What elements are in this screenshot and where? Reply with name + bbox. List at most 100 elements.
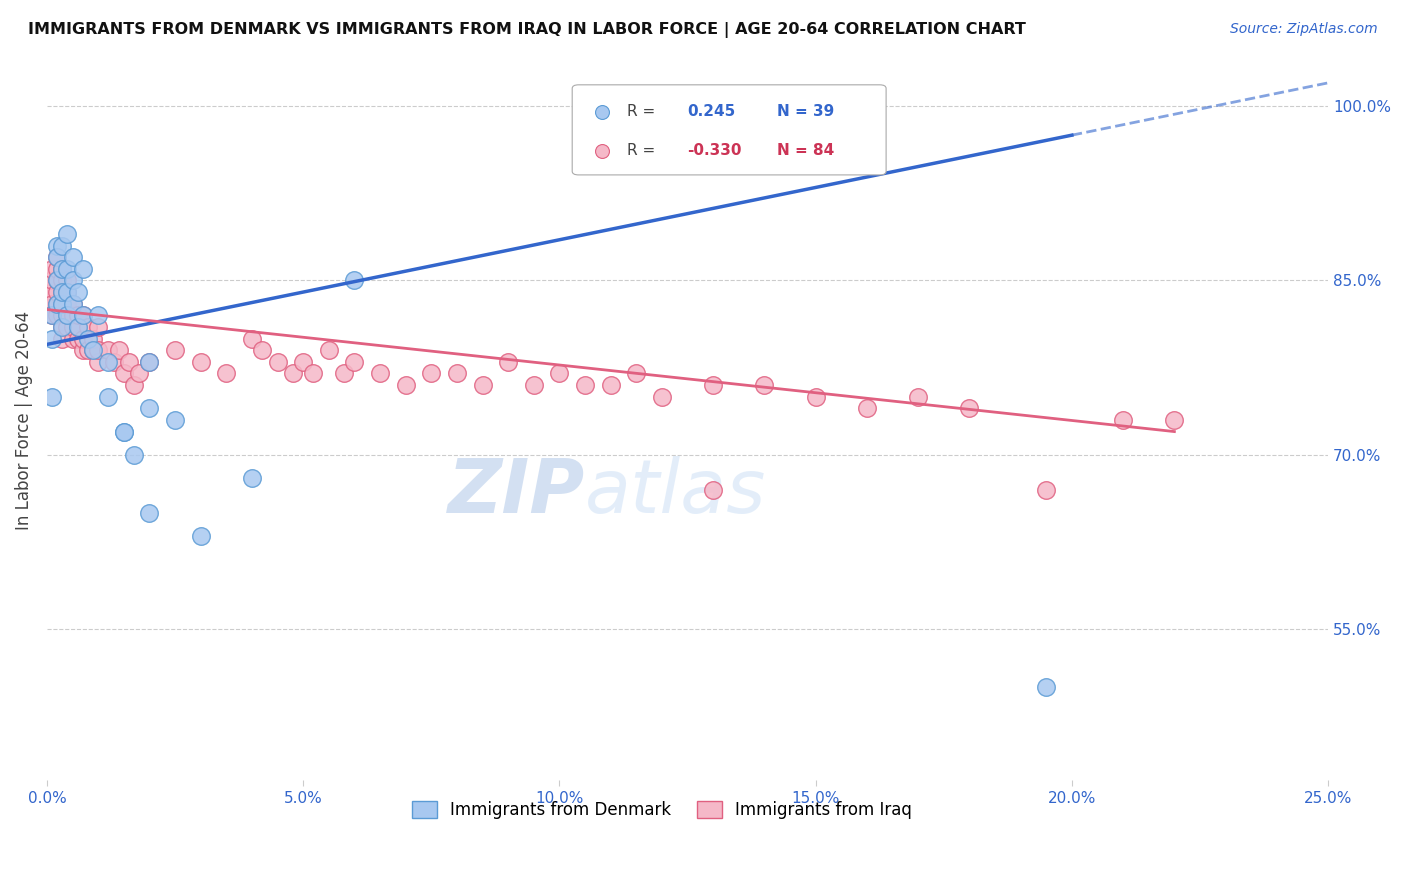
Point [72, 343, 94, 358]
Point [112, 425, 135, 439]
Legend: Immigrants from Denmark, Immigrants from Iraq: Immigrants from Denmark, Immigrants from… [405, 795, 918, 826]
Point [46, 250, 69, 264]
Point [66, 309, 89, 323]
Point [56, 261, 79, 276]
Point [318, 343, 340, 358]
Point [51, 320, 73, 334]
Point [41, 309, 63, 323]
Point [1163, 413, 1185, 427]
Point [56, 320, 79, 334]
Point [343, 273, 366, 287]
Point [72, 261, 94, 276]
Point [856, 401, 879, 416]
Point [1035, 681, 1057, 695]
Point [548, 367, 571, 381]
Point [138, 355, 160, 369]
Point [163, 343, 186, 358]
Point [266, 355, 288, 369]
Point [41, 273, 63, 287]
Point [138, 355, 160, 369]
Point [51, 261, 73, 276]
Point [343, 355, 366, 369]
Point [46, 309, 69, 323]
Point [46, 285, 69, 299]
Point [46, 238, 69, 252]
Point [46, 250, 69, 264]
Point [82, 332, 104, 346]
Point [72, 332, 94, 346]
Point [41, 296, 63, 310]
Point [56, 309, 79, 323]
Point [1035, 483, 1057, 497]
Point [62, 332, 84, 346]
Point [420, 367, 443, 381]
Point [97, 355, 120, 369]
Point [292, 355, 315, 369]
Point [250, 343, 273, 358]
Text: N = 84: N = 84 [778, 143, 834, 158]
Point [66, 320, 89, 334]
Point [77, 332, 100, 346]
Point [702, 483, 724, 497]
Point [51, 285, 73, 299]
Text: N = 39: N = 39 [778, 104, 834, 120]
Point [46, 296, 69, 310]
Point [51, 320, 73, 334]
Point [471, 378, 494, 392]
Point [190, 355, 212, 369]
Point [72, 309, 94, 323]
Point [804, 390, 827, 404]
Text: atlas: atlas [585, 456, 766, 528]
Point [41, 285, 63, 299]
Point [446, 367, 468, 381]
Point [66, 285, 89, 299]
Point [626, 367, 648, 381]
Point [46, 273, 69, 287]
Y-axis label: In Labor Force | Age 20-64: In Labor Force | Age 20-64 [15, 310, 32, 530]
Point [62, 320, 84, 334]
Text: Source: ZipAtlas.com: Source: ZipAtlas.com [1230, 22, 1378, 37]
Point [51, 285, 73, 299]
Point [51, 296, 73, 310]
Point [82, 343, 104, 358]
Point [56, 285, 79, 299]
Text: 0.245: 0.245 [688, 104, 735, 120]
Point [122, 378, 145, 392]
Point [62, 296, 84, 310]
FancyBboxPatch shape [572, 85, 886, 175]
Point [281, 367, 304, 381]
Point [41, 332, 63, 346]
Point [77, 320, 100, 334]
Point [128, 367, 150, 381]
Point [138, 401, 160, 416]
Point [122, 448, 145, 462]
Point [97, 343, 120, 358]
Text: R =: R = [627, 143, 661, 158]
Point [215, 367, 238, 381]
Point [957, 401, 980, 416]
Point [87, 320, 110, 334]
Point [51, 296, 73, 310]
Point [51, 309, 73, 323]
Point [41, 390, 63, 404]
Point [51, 273, 73, 287]
Point [56, 227, 79, 241]
Point [118, 355, 141, 369]
Point [112, 367, 135, 381]
Point [302, 367, 325, 381]
Point [395, 378, 418, 392]
Point [107, 343, 129, 358]
Point [46, 296, 69, 310]
Point [62, 250, 84, 264]
Point [163, 413, 186, 427]
Point [56, 296, 79, 310]
Point [112, 425, 135, 439]
Point [41, 261, 63, 276]
Point [56, 273, 79, 287]
Point [72, 309, 94, 323]
Text: IMMIGRANTS FROM DENMARK VS IMMIGRANTS FROM IRAQ IN LABOR FORCE | AGE 20-64 CORRE: IMMIGRANTS FROM DENMARK VS IMMIGRANTS FR… [28, 22, 1026, 38]
Point [240, 332, 263, 346]
Point [56, 309, 79, 323]
Point [51, 332, 73, 346]
Point [66, 320, 89, 334]
